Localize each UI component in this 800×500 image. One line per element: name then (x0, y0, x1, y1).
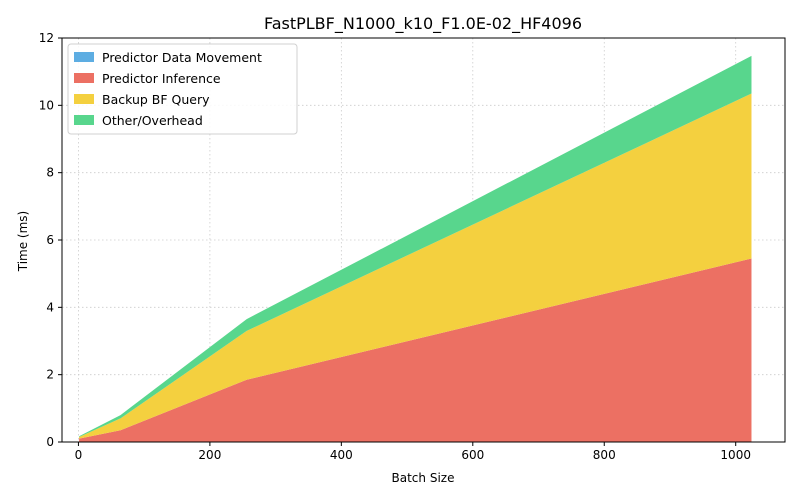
legend-entry-2: Backup BF Query (102, 92, 210, 107)
x-tick-label: 1000 (720, 448, 751, 462)
y-tick-label: 0 (46, 435, 54, 449)
legend-entry-3: Other/Overhead (102, 113, 203, 128)
x-tick-label: 400 (330, 448, 353, 462)
x-axis-label: Batch Size (392, 471, 455, 485)
y-tick-label: 4 (46, 300, 54, 314)
area-layer (79, 55, 752, 442)
legend-entry-1: Predictor Inference (102, 71, 221, 86)
legend-entry-0: Predictor Data Movement (102, 50, 262, 65)
x-tick-label: 800 (593, 448, 616, 462)
axes-layer: 0 200 400 600 800 1000 0 2 4 6 8 10 12 (39, 31, 786, 462)
x-tick-label: 0 (75, 448, 83, 462)
y-tick-label: 2 (46, 368, 54, 382)
y-axis-label: Time (ms) (16, 211, 30, 273)
y-tick-label: 8 (46, 166, 54, 180)
area-series-1 (79, 258, 752, 442)
legend: Predictor Data Movement Predictor Inferen… (67, 43, 298, 135)
x-tick-label: 200 (198, 448, 221, 462)
x-tick-label: 600 (461, 448, 484, 462)
chart-title: FastPLBF_N1000_k10_F1.0E-02_HF4096 (264, 14, 582, 34)
y-tick-label: 12 (39, 31, 54, 45)
legend-swatch-2 (74, 94, 94, 104)
legend-swatch-1 (74, 73, 94, 83)
legend-swatch-3 (74, 115, 94, 125)
y-tick-label: 6 (46, 233, 54, 247)
area-series-2 (79, 93, 752, 439)
legend-box (67, 43, 298, 135)
legend-swatch-0 (74, 52, 94, 62)
y-tick-label: 10 (39, 98, 54, 112)
area-series-3 (79, 55, 752, 437)
